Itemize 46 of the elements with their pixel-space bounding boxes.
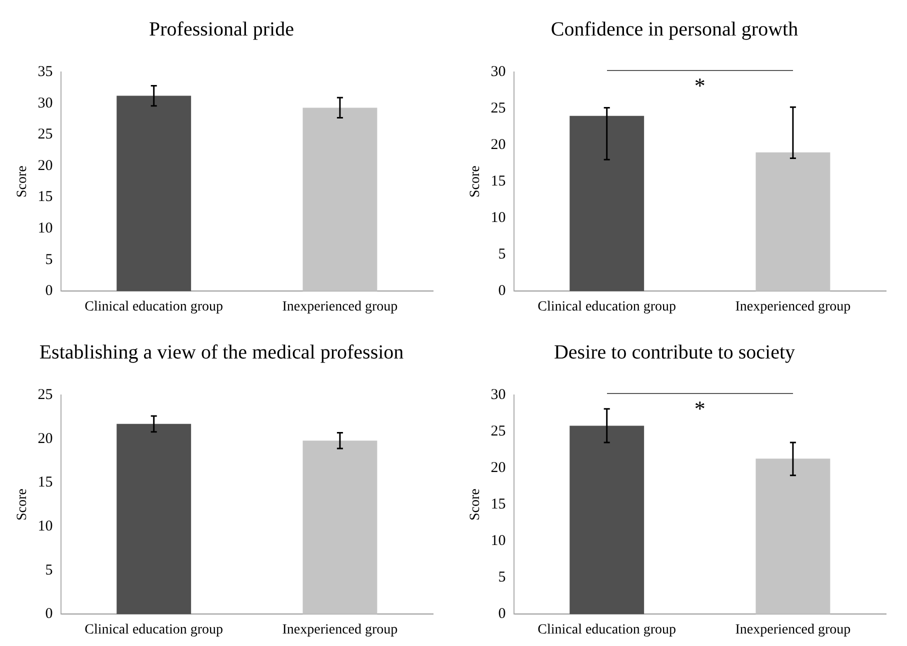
y-tick-label: 5 [498, 246, 506, 263]
x-tick-label: Inexperienced group [282, 622, 398, 638]
y-tick-label: 30 [490, 64, 506, 80]
y-tick-label: 20 [38, 430, 53, 447]
annotation: * [694, 73, 706, 99]
y-tick-label: 25 [490, 423, 506, 440]
y-tick-label: 5 [45, 252, 53, 268]
x-tick-label: Inexperienced group [282, 299, 398, 314]
y-tick-label: 25 [38, 126, 53, 143]
y-tick-label: 20 [490, 137, 506, 154]
y-tick-label: 15 [38, 474, 53, 491]
y-tick-label: 15 [490, 174, 506, 190]
x-tick-label: Clinical education group [84, 299, 224, 314]
y-tick-label: 15 [38, 189, 53, 206]
chart-title: Desire to contribute to society [554, 341, 796, 364]
y-tick-label: 30 [490, 386, 506, 403]
y-tick-label: 5 [498, 570, 506, 586]
y-tick-label: 0 [45, 606, 53, 622]
x-tick-label: Inexperienced group [735, 622, 851, 638]
annotation: * [694, 396, 706, 422]
y-tick-label: 25 [38, 386, 53, 403]
x-tick-label: Clinical education group [84, 622, 224, 638]
y-tick-label: 20 [490, 460, 506, 476]
y-tick-label: 0 [498, 606, 506, 622]
y-tick-label: 30 [38, 95, 53, 112]
y-tick-label: 10 [38, 220, 53, 237]
x-tick-label: Clinical education group [538, 622, 676, 638]
y-tick-label: 10 [490, 210, 506, 226]
y-tick-label: 10 [38, 518, 53, 534]
x-tick-label: Inexperienced group [735, 299, 851, 314]
y-tick-label: 0 [498, 283, 506, 300]
y-axis-title: Score [15, 166, 30, 198]
y-tick-label: 25 [490, 100, 506, 116]
y-tick-label: 10 [490, 533, 506, 550]
chart-title: Professional pride [149, 18, 294, 40]
chart-title: Establishing a view of the medical profession [39, 341, 404, 364]
y-axis-title: Score [15, 488, 30, 521]
y-tick-label: 35 [38, 64, 53, 80]
y-tick-label: 20 [38, 158, 53, 174]
y-axis-title: Score [468, 488, 484, 521]
chart-title: Confidence in personal growth [550, 18, 798, 40]
y-tick-label: 0 [45, 283, 53, 300]
x-tick-label: Clinical education group [538, 299, 676, 314]
y-tick-label: 15 [490, 496, 506, 513]
y-tick-label: 5 [45, 562, 53, 578]
y-axis-title: Score [468, 166, 484, 198]
